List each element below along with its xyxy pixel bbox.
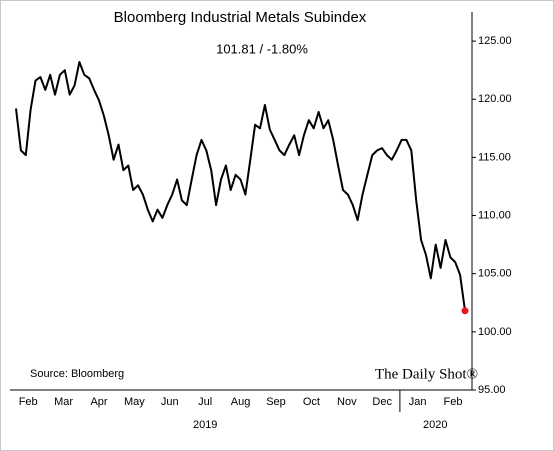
- x-tick-label: Dec: [372, 396, 392, 408]
- x-tick-label: Feb: [19, 396, 38, 408]
- x-tick-label: Feb: [444, 396, 463, 408]
- y-tick-label: 125.00: [478, 35, 512, 47]
- x-tick-label: Apr: [90, 396, 107, 408]
- x-tick-label: Jun: [161, 396, 179, 408]
- last-point: [461, 307, 469, 315]
- y-tick-label: 115.00: [478, 151, 511, 163]
- source-note: Source: Bloomberg: [30, 368, 124, 380]
- y-tick-label: 105.00: [478, 268, 512, 280]
- chart-title: Bloomberg Industrial Metals Subindex: [114, 9, 367, 26]
- y-tick-label: 120.00: [478, 93, 512, 105]
- x-tick-label: Nov: [337, 396, 357, 408]
- x-tick-label: Jan: [409, 396, 427, 408]
- chart-subtitle: 101.81 / -1.80%: [216, 41, 308, 56]
- price-line: [15, 61, 466, 311]
- y-tick-label: 95.00: [478, 384, 506, 396]
- x-tick-label: May: [124, 396, 145, 408]
- x-tick-label: Sep: [266, 396, 286, 408]
- y-tick-label: 100.00: [478, 326, 512, 338]
- x-tick-label: Oct: [303, 396, 320, 408]
- year-label: 2020: [423, 419, 447, 431]
- x-tick-label: Jul: [198, 396, 212, 408]
- x-tick-label: Mar: [54, 396, 73, 408]
- x-tick-label: Aug: [231, 396, 251, 408]
- brand: The Daily Shot®: [375, 366, 478, 382]
- y-tick-label: 110.00: [478, 209, 511, 221]
- year-label: 2019: [193, 419, 217, 431]
